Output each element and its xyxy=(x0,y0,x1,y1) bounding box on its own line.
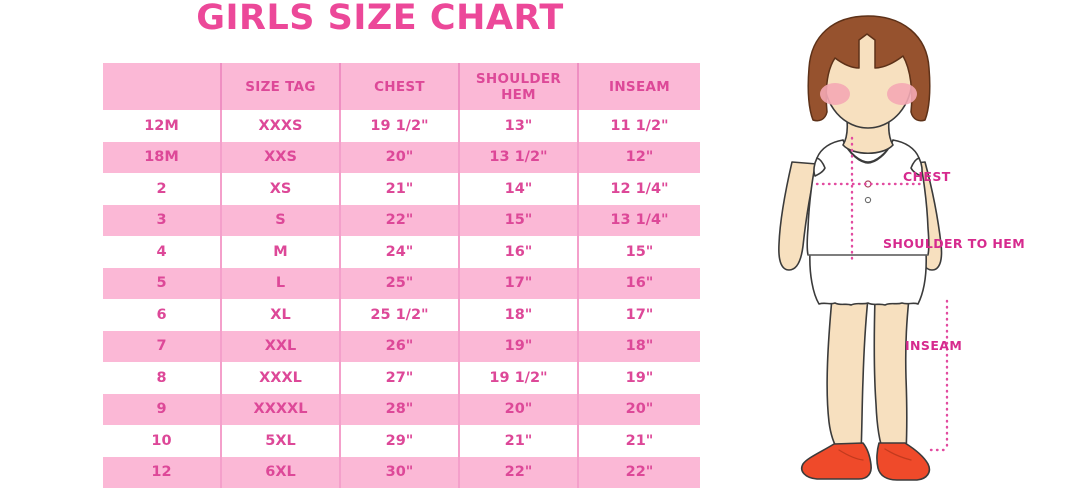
cell-size-tag: L xyxy=(221,268,340,300)
cell-inseam: 18" xyxy=(578,331,700,363)
cell-chest: 19 1/2" xyxy=(340,110,459,142)
column-header-shoulder-hem: SHOULDER HEM xyxy=(459,63,578,110)
cell-chest: 24" xyxy=(340,236,459,268)
cell-size: 6 xyxy=(103,299,221,331)
column-header-size-tag: SIZE TAG xyxy=(221,63,340,110)
girl-figure-illustration: CHEST SHOULDER TO HEM INSEAM xyxy=(735,12,1080,483)
cell-size: 10 xyxy=(103,425,221,457)
cell-size-tag: XXL xyxy=(221,331,340,363)
table-header-row: SIZE TAG CHEST SHOULDER HEM INSEAM xyxy=(103,63,700,110)
cell-size: 2 xyxy=(103,173,221,205)
cell-size-tag: S xyxy=(221,205,340,237)
cell-inseam: 13 1/4" xyxy=(578,205,700,237)
cell-size: 7 xyxy=(103,331,221,363)
cell-shoulder-hem: 19" xyxy=(459,331,578,363)
cell-size-tag: XS xyxy=(221,173,340,205)
cell-size-tag: XXXS xyxy=(221,110,340,142)
column-header-size xyxy=(103,63,221,110)
cell-size: 9 xyxy=(103,394,221,426)
cell-size: 5 xyxy=(103,268,221,300)
cell-size-tag: 5XL xyxy=(221,425,340,457)
cell-inseam: 20" xyxy=(578,394,700,426)
measurement-label-inseam: INSEAM xyxy=(905,338,962,353)
cell-size: 18M xyxy=(103,142,221,174)
cell-size: 12M xyxy=(103,110,221,142)
cell-inseam: 17" xyxy=(578,299,700,331)
cell-chest: 29" xyxy=(340,425,459,457)
cell-shoulder-hem: 15" xyxy=(459,205,578,237)
cell-shoulder-hem: 13 1/2" xyxy=(459,142,578,174)
column-header-inseam: INSEAM xyxy=(578,63,700,110)
cell-size: 3 xyxy=(103,205,221,237)
cell-size: 12 xyxy=(103,457,221,488)
cell-chest: 25" xyxy=(340,268,459,300)
column-header-chest: CHEST xyxy=(340,63,459,110)
cell-size-tag: 6XL xyxy=(221,457,340,488)
cell-chest: 25 1/2" xyxy=(340,299,459,331)
table-header: SIZE TAG CHEST SHOULDER HEM INSEAM xyxy=(103,63,700,110)
cell-inseam: 11 1/2" xyxy=(578,110,700,142)
cell-inseam: 21" xyxy=(578,425,700,457)
cell-size-tag: XXXL xyxy=(221,362,340,394)
cell-shoulder-hem: 21" xyxy=(459,425,578,457)
measurement-label-shoulder-to-hem: SHOULDER TO HEM xyxy=(883,236,1025,251)
cell-inseam: 12" xyxy=(578,142,700,174)
cell-inseam: 16" xyxy=(578,268,700,300)
measurement-label-chest: CHEST xyxy=(903,169,951,184)
cell-inseam: 15" xyxy=(578,236,700,268)
cell-chest: 22" xyxy=(340,205,459,237)
cell-chest: 20" xyxy=(340,142,459,174)
page-title: GIRLS SIZE CHART xyxy=(0,0,760,38)
cell-chest: 30" xyxy=(340,457,459,488)
cell-size: 4 xyxy=(103,236,221,268)
cell-shoulder-hem: 22" xyxy=(459,457,578,488)
cell-size-tag: XXS xyxy=(221,142,340,174)
cell-shoulder-hem: 17" xyxy=(459,268,578,300)
cell-shoulder-hem: 19 1/2" xyxy=(459,362,578,394)
cell-shoulder-hem: 20" xyxy=(459,394,578,426)
cell-size-tag: XL xyxy=(221,299,340,331)
cell-shoulder-hem: 18" xyxy=(459,299,578,331)
cell-chest: 21" xyxy=(340,173,459,205)
cell-shoulder-hem: 13" xyxy=(459,110,578,142)
cell-inseam: 22" xyxy=(578,457,700,488)
cell-size-tag: XXXXL xyxy=(221,394,340,426)
cell-size: 8 xyxy=(103,362,221,394)
cell-inseam: 12 1/4" xyxy=(578,173,700,205)
cell-chest: 26" xyxy=(340,331,459,363)
cell-shoulder-hem: 16" xyxy=(459,236,578,268)
cell-chest: 28" xyxy=(340,394,459,426)
cell-shoulder-hem: 14" xyxy=(459,173,578,205)
cell-size-tag: M xyxy=(221,236,340,268)
cell-chest: 27" xyxy=(340,362,459,394)
cell-inseam: 19" xyxy=(578,362,700,394)
